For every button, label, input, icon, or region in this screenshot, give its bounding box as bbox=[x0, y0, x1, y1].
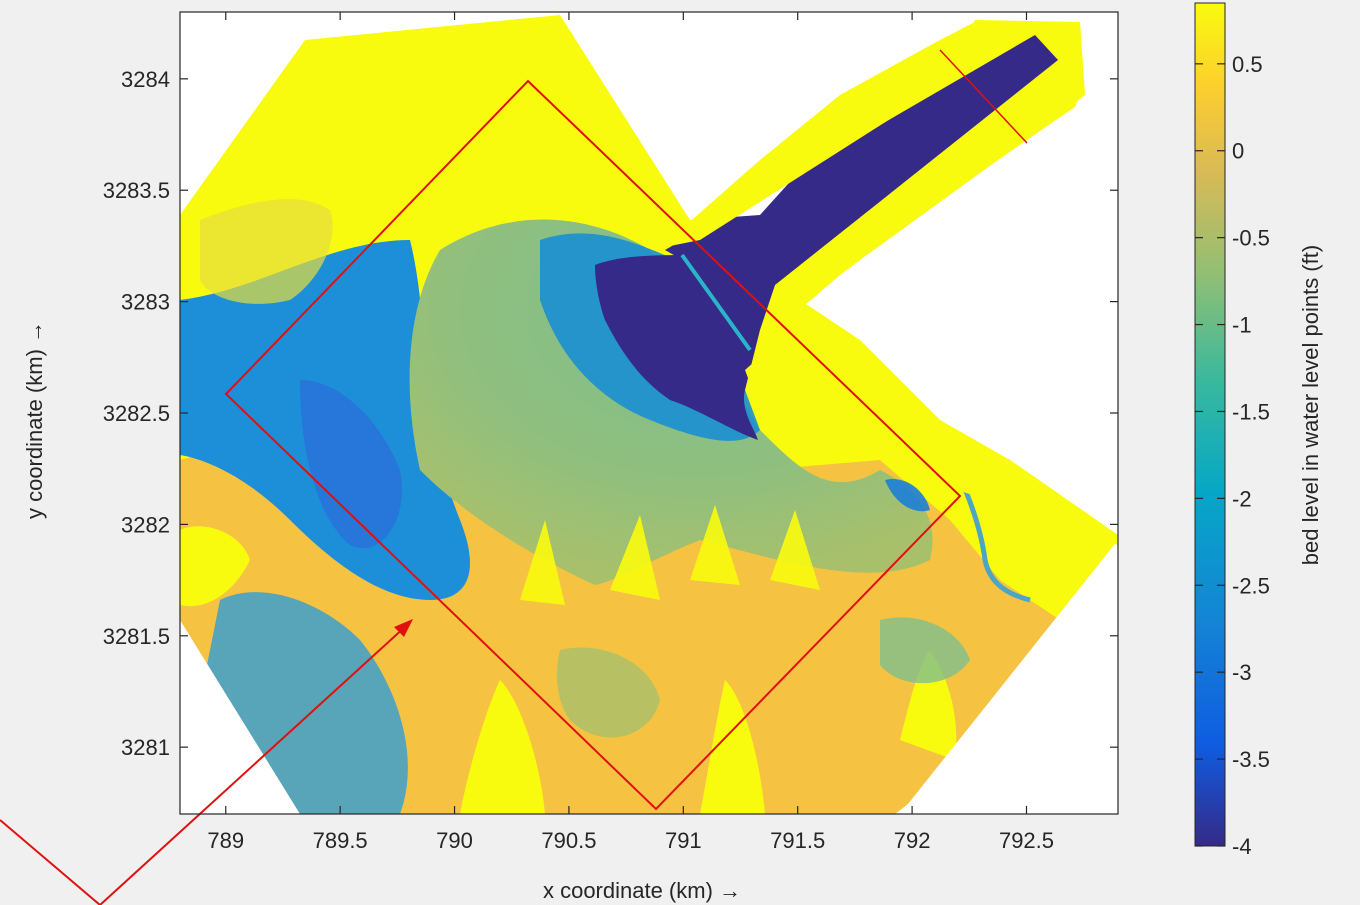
annotation-rectangle bbox=[224, 79, 962, 811]
annotation-arrow-line bbox=[99, 625, 407, 905]
colorbar-tick-label: -3 bbox=[1232, 660, 1252, 685]
y-tick-label: 3281 bbox=[121, 735, 170, 760]
colorbar-tick-label: -2 bbox=[1232, 486, 1252, 511]
y-tick-label: 3283.5 bbox=[103, 178, 170, 203]
x-tick-label: 790 bbox=[436, 828, 473, 853]
colorbar-tick-label: -0.5 bbox=[1232, 226, 1270, 251]
x-tick-label: 792 bbox=[894, 828, 931, 853]
y-tick-label: 3284 bbox=[121, 67, 170, 92]
bed-level-heatmap bbox=[180, 12, 1118, 814]
y-tick-label: 3282 bbox=[121, 512, 170, 537]
x-tick-label: 789.5 bbox=[313, 828, 368, 853]
colorbar-tick-label: 0.5 bbox=[1232, 52, 1263, 77]
x-axis: 789 789.5 790 790.5 791 791.5 792 792.5 bbox=[207, 12, 1054, 853]
y-tick-label: 3282.5 bbox=[103, 401, 170, 426]
colorbar: 0.5 0 -0.5 -1 -1.5 -2 -2.5 -3 -3.5 -4 bed level i… bbox=[1194, 2, 1323, 859]
annotation-arrow-line-2 bbox=[0, 819, 101, 905]
y-axis-label: y coordinate (km) → bbox=[22, 321, 47, 519]
y-tick-label: 3283 bbox=[121, 290, 170, 315]
y-tick-label: 3281.5 bbox=[103, 624, 170, 649]
colorbar-tick-label: -1.5 bbox=[1232, 399, 1270, 424]
x-tick-label: 790.5 bbox=[541, 828, 596, 853]
colorbar-label: bed level in water level points (ft) bbox=[1298, 245, 1323, 565]
x-tick-label: 791 bbox=[665, 828, 702, 853]
x-tick-label: 791.5 bbox=[770, 828, 825, 853]
colorbar-tick-label: 0 bbox=[1232, 139, 1244, 164]
annotation-transect-line bbox=[939, 49, 1028, 144]
annotations bbox=[0, 49, 1028, 905]
colorbar-gradient bbox=[1194, 2, 1226, 847]
colorbar-tick-label: -2.5 bbox=[1232, 573, 1270, 598]
colorbar-tick-label: -1 bbox=[1232, 313, 1252, 338]
x-axis-label: x coordinate (km) → bbox=[543, 878, 741, 903]
annotation-arrow-head bbox=[394, 619, 413, 637]
x-tick-label: 789 bbox=[207, 828, 244, 853]
colorbar-tick-label: -3.5 bbox=[1232, 747, 1270, 772]
x-tick-label: 792.5 bbox=[999, 828, 1054, 853]
colorbar-tick-label: -4 bbox=[1232, 834, 1252, 859]
y-axis: 3281 3281.5 3282 3282.5 3283 3283.5 3284 bbox=[103, 67, 1118, 760]
